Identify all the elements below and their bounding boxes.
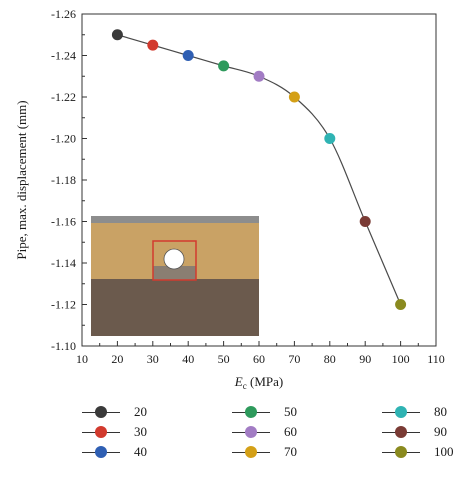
x-tick-label: 90 <box>359 352 371 366</box>
legend: 20 30 40 50 60 70 80 90 100 <box>0 398 474 477</box>
y-axis-label: Pipe, max. displacement (mm) <box>14 100 29 259</box>
x-axis: 10 20 30 40 50 60 70 80 90 100 110 <box>76 341 445 366</box>
data-point-90 <box>359 216 371 227</box>
legend-label: 20 <box>134 404 147 419</box>
data-point-40 <box>182 50 194 61</box>
legend-swatch-line <box>232 445 270 458</box>
legend-swatch-line <box>82 405 120 418</box>
legend-swatch-dot <box>395 405 407 418</box>
x-tick-label: 100 <box>392 352 410 366</box>
legend-swatch-dot <box>245 445 257 458</box>
data-point-50 <box>218 60 230 72</box>
y-tick-label: -1.16 <box>51 215 76 229</box>
x-tick-label: 50 <box>218 352 230 366</box>
legend-swatch-dot <box>95 425 107 438</box>
y-axis: -1.26 -1.24 -1.22 -1.20 -1.18 -1.16 -1.14 -1.12… <box>51 7 87 353</box>
legend-label: 70 <box>284 444 297 459</box>
x-tick-label: 20 <box>111 352 123 366</box>
legend-item-50: 50 <box>232 402 297 422</box>
x-tick-label: 110 <box>427 352 445 366</box>
x-axis-label-unit: (MPa) <box>247 374 283 389</box>
x-tick-label: 60 <box>253 352 265 366</box>
cross-section-inset <box>91 216 259 336</box>
x-tick-label: 10 <box>76 352 88 366</box>
legend-item-40: 40 <box>82 442 147 462</box>
legend-swatch-line <box>232 405 270 418</box>
legend-swatch-dot <box>395 425 407 438</box>
y-tick-label: -1.12 <box>51 298 76 312</box>
y-tick-label: -1.18 <box>51 173 76 187</box>
legend-item-80: 80 <box>382 402 447 422</box>
data-point-100 <box>395 299 407 310</box>
legend-item-100: 100 <box>382 442 454 462</box>
inset-bedding <box>153 266 196 280</box>
x-axis-label: Ec (MPa) <box>234 374 283 391</box>
y-tick-label: -1.22 <box>51 90 76 104</box>
legend-swatch-line <box>382 425 420 438</box>
legend-swatch-dot <box>245 425 257 438</box>
data-point-30 <box>147 39 159 51</box>
legend-label: 90 <box>434 424 447 439</box>
y-tick-label: -1.14 <box>51 256 76 270</box>
x-axis-label-subscript: c <box>243 381 247 391</box>
legend-item-60: 60 <box>232 422 297 442</box>
y-tick-label: -1.20 <box>51 132 76 146</box>
legend-swatch-line <box>82 425 120 438</box>
y-tick-label: -1.26 <box>51 7 76 21</box>
legend-swatch-line <box>382 405 420 418</box>
data-point-60 <box>253 70 265 82</box>
inset-trench-box <box>152 240 197 281</box>
y-tick-label: -1.10 <box>51 339 76 353</box>
legend-item-90: 90 <box>382 422 447 442</box>
legend-label: 60 <box>284 424 297 439</box>
legend-swatch-line <box>82 445 120 458</box>
x-tick-label: 70 <box>288 352 300 366</box>
data-point-20 <box>111 29 123 41</box>
legend-swatch-dot <box>95 405 107 418</box>
series-points <box>111 29 407 310</box>
legend-swatch-line <box>232 425 270 438</box>
inset-pipe <box>163 248 185 270</box>
x-tick-label: 80 <box>324 352 336 366</box>
legend-swatch-dot <box>395 445 407 458</box>
legend-label: 30 <box>134 424 147 439</box>
legend-label: 100 <box>434 444 454 459</box>
data-point-80 <box>324 133 336 144</box>
x-axis-label-symbol: E <box>234 374 243 389</box>
legend-item-70: 70 <box>232 442 297 462</box>
x-tick-label: 40 <box>182 352 194 366</box>
legend-label: 50 <box>284 404 297 419</box>
x-tick-label: 30 <box>147 352 159 366</box>
chart: -1.26 -1.24 -1.22 -1.20 -1.18 -1.16 -1.14 -1.12… <box>14 7 445 391</box>
legend-swatch-line <box>382 445 420 458</box>
y-tick-label: -1.24 <box>51 49 76 63</box>
legend-swatch-dot <box>245 405 257 418</box>
inset-lower-soil <box>91 279 259 336</box>
legend-item-20: 20 <box>82 402 147 422</box>
inset-surface-layer <box>91 216 259 223</box>
legend-swatch-dot <box>95 445 107 458</box>
legend-label: 80 <box>434 404 447 419</box>
data-point-70 <box>288 91 300 103</box>
legend-item-30: 30 <box>82 422 147 442</box>
legend-label: 40 <box>134 444 147 459</box>
